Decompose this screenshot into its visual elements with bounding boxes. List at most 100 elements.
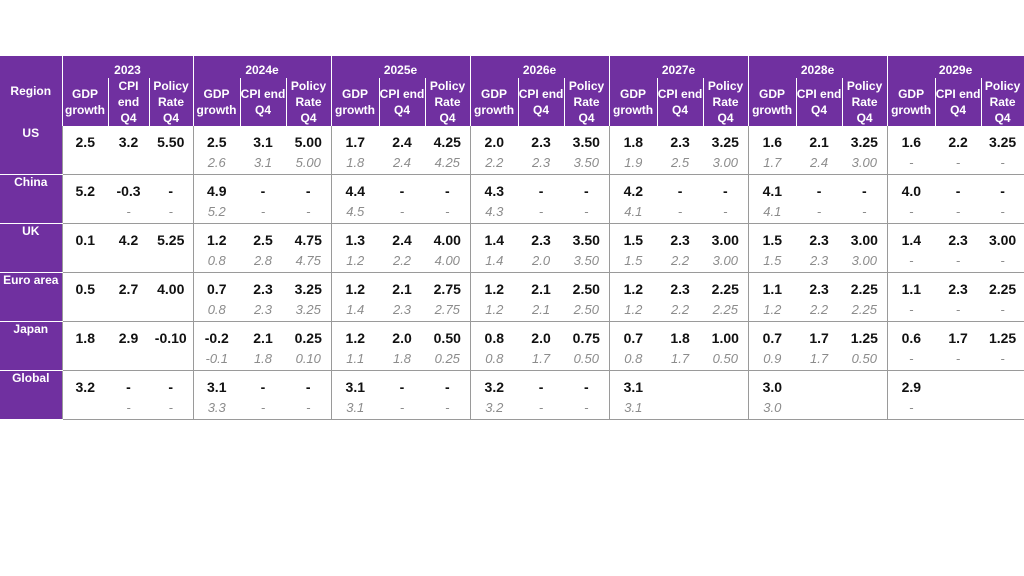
current-value-cell: 2.0	[469, 126, 519, 150]
previous-value-cell: -	[935, 297, 982, 322]
previous-value-cell: 3.1	[240, 150, 286, 175]
previous-value-cell: -	[886, 248, 936, 273]
current-value-cell: 1.3	[330, 223, 380, 248]
previous-value-cell: -	[564, 395, 610, 420]
current-value-cell: 1.4	[469, 223, 519, 248]
table-row: China 5.2 -0.3-4.9- -4.4- -4.3- -4.2- -4.1- -4.…	[0, 174, 1024, 224]
table-row-previous: - -3.3- -3.1- -3.2- -3.1 3.0-	[0, 395, 1024, 420]
current-value-cell: 2.1	[809, 134, 829, 150]
current-value-cell: 2.3	[531, 232, 551, 248]
metric-header: CPI end Q4	[107, 78, 150, 126]
current-value-cell	[796, 371, 842, 396]
previous-value-cell: -	[240, 395, 286, 420]
current-value-cell: -	[955, 183, 961, 199]
previous-value-cell: -0.1	[192, 346, 240, 371]
previous-value-cell: 2.25	[842, 297, 888, 322]
previous-value-cell: 1.7	[518, 346, 565, 371]
current-value-cell	[842, 371, 887, 396]
previous-value-cell: 4.5	[330, 199, 380, 224]
current-value-cell: 4.2	[608, 174, 658, 199]
current-value-cell: 1.8	[61, 321, 108, 346]
previous-value-cell: 2.2	[657, 248, 704, 273]
current-value-cell: 0.7	[192, 272, 240, 297]
current-value-cell: 1.2	[330, 321, 380, 346]
current-value-cell: 3.2	[61, 370, 108, 395]
table-row-previous: - -5.2- -4.5- -4.3- -4.1- -4.1- - - - -	[0, 199, 1024, 224]
current-value-cell: 2.5	[192, 126, 240, 150]
current-value-cell: 5.00	[294, 134, 322, 150]
previous-value-cell: -	[935, 150, 982, 175]
previous-value-cell: -	[149, 395, 193, 420]
previous-value-cell	[796, 395, 843, 420]
previous-value-cell: 2.5	[657, 150, 704, 175]
current-value-cell: 2.1	[253, 330, 273, 346]
previous-value-cell: 4.1	[608, 199, 658, 224]
previous-value-cell: 0.50	[842, 346, 888, 371]
current-value-cell: 1.8	[608, 126, 658, 150]
previous-value-cell: 3.00	[703, 248, 749, 273]
current-value-cell: 0.50	[433, 330, 461, 346]
current-value-cell: 1.25	[988, 330, 1017, 346]
previous-value-cell: 2.6	[192, 150, 240, 175]
current-value-cell: 1.25	[850, 330, 878, 346]
previous-value-cell	[149, 150, 193, 175]
previous-value-cell: -	[425, 199, 471, 224]
current-value-cell: 4.3	[469, 174, 519, 199]
current-value-cell	[703, 371, 748, 396]
current-value-cell: -	[538, 183, 544, 199]
previous-value-cell: 2.2	[657, 297, 704, 322]
current-value-cell: 2.75	[433, 281, 461, 297]
current-value-cell: -0.2	[192, 321, 240, 346]
current-value-cell: -	[260, 183, 266, 199]
region-label: Global	[0, 370, 62, 420]
current-value-cell: -0.10	[154, 330, 187, 346]
current-value-cell: -	[305, 379, 311, 395]
previous-value-cell	[657, 395, 704, 420]
previous-value-cell: -	[518, 395, 565, 420]
previous-value-cell: 1.7	[657, 346, 704, 371]
previous-value-cell: 2.0	[518, 248, 565, 273]
current-value-cell: 2.25	[988, 281, 1017, 297]
previous-value-cell: 3.25	[286, 297, 332, 322]
previous-value-cell: -	[981, 150, 1024, 175]
previous-value-cell	[108, 346, 149, 371]
current-value-cell: 3.1	[330, 370, 380, 395]
metric-header: CPI end Q4	[239, 78, 287, 126]
year-header: 2025e	[330, 56, 471, 78]
previous-value-cell	[61, 395, 108, 420]
current-value-cell: -	[444, 183, 450, 199]
table-row-previous: 2.6 3.1 5.00 1.8 2.4 4.25 2.2 2.3 3.50 1.9 2.5 3.00…	[0, 150, 1024, 175]
previous-value-cell: 0.50	[564, 346, 610, 371]
metric-header: CPI end Q4	[795, 78, 843, 126]
current-value-cell	[657, 371, 703, 396]
year-header: 2027e	[608, 56, 749, 78]
previous-value-cell	[149, 248, 193, 273]
current-value-cell: 2.3	[531, 134, 551, 150]
metric-header: Policy Rate Q4	[285, 78, 332, 126]
metric-header: Policy Rate Q4	[563, 78, 610, 126]
previous-value-cell: -	[240, 199, 286, 224]
previous-value-cell: 3.3	[192, 395, 240, 420]
current-value-cell: -	[583, 183, 589, 199]
metric-header: Policy Rate Q4	[148, 78, 194, 126]
previous-value-cell: 3.00	[842, 248, 888, 273]
current-value-cell: 3.25	[988, 134, 1017, 150]
table-row: UK 0.1 4.2 5.25 1.2 2.5 4.75 1.3 2.4 4.00 1.4 2.3 3.…	[0, 223, 1024, 273]
current-value-cell: 1.8	[670, 330, 690, 346]
current-value-cell: 5.2	[61, 174, 108, 199]
metric-header: Policy Rate Q4	[980, 78, 1024, 126]
current-value-cell: 2.3	[948, 281, 968, 297]
previous-value-cell: -	[108, 199, 149, 224]
current-value-cell: 0.5	[61, 272, 108, 297]
previous-value-cell: 3.0	[747, 395, 797, 420]
previous-value-cell	[935, 395, 982, 420]
current-value-cell: -	[444, 379, 450, 395]
previous-value-cell	[842, 395, 888, 420]
previous-value-cell: -	[886, 297, 936, 322]
current-value-cell: 1.1	[747, 272, 797, 297]
previous-value-cell: 2.4	[796, 150, 843, 175]
current-value-cell: 2.9	[118, 330, 139, 346]
current-value-cell	[981, 371, 1024, 396]
previous-value-cell	[61, 199, 108, 224]
previous-value-cell: -	[886, 199, 936, 224]
